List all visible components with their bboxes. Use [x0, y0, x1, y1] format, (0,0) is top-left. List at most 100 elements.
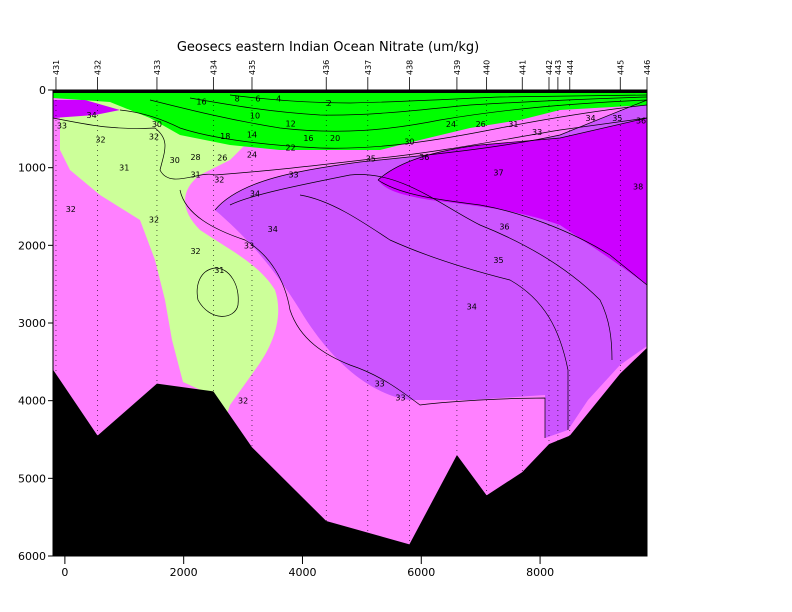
- contour-label: 10: [250, 112, 260, 121]
- y-tick-label: 2000: [18, 239, 46, 252]
- station-label: 435: [248, 60, 257, 75]
- x-tick-label: 6000: [407, 566, 435, 579]
- contour-label: 30: [170, 156, 180, 165]
- contour-label: 16: [196, 98, 206, 107]
- station-label: 439: [453, 60, 462, 75]
- contour-label: 35: [612, 114, 622, 123]
- contour-label: 31: [190, 171, 200, 180]
- station-labels: 431 432 433 434 435 436 437 438 439 440 441 442 443 4…: [52, 60, 652, 75]
- contour-label: 33: [57, 122, 67, 131]
- station-label: 440: [483, 60, 492, 75]
- contour-label: 31: [119, 164, 129, 173]
- contour-label: 36: [419, 153, 429, 162]
- contour-label: 34: [467, 303, 477, 312]
- contour-line: [299, 194, 569, 430]
- station-label: 444: [566, 60, 575, 75]
- station-markers: [55, 100, 648, 545]
- station-label: 446: [643, 60, 652, 75]
- contour-line: [179, 189, 546, 438]
- contour-line: [377, 117, 648, 181]
- station-label: 441: [518, 60, 527, 75]
- contour-label: 32: [95, 136, 105, 145]
- x-axis: 0 2000 4000 6000 8000: [53, 555, 647, 579]
- station-label: 438: [405, 60, 414, 75]
- contour-label: 32: [238, 397, 248, 406]
- contour-label: 32: [149, 216, 159, 225]
- contour-lines: [52, 94, 648, 438]
- contour-label: 31: [214, 266, 224, 275]
- contour-label: 30: [404, 137, 414, 146]
- contour-line: [229, 174, 613, 361]
- contour-line: [119, 104, 648, 149]
- contour-label: 4: [276, 95, 281, 104]
- y-axis: 0 1000 2000 3000 4000 5000 6000: [18, 84, 53, 563]
- contour-label: 28: [190, 153, 200, 162]
- contour-label: 33: [532, 128, 542, 137]
- station-label: 433: [153, 60, 162, 75]
- contour-label: 36: [636, 116, 646, 125]
- contour-label: 31: [508, 120, 518, 129]
- contour-label: 18: [220, 132, 230, 141]
- contour-label: 35: [366, 154, 376, 163]
- contour-label: 34: [585, 114, 595, 123]
- contour-line: [149, 99, 648, 132]
- station-label: 432: [94, 60, 103, 75]
- contour-label: 32: [149, 133, 159, 142]
- contour-label: 12: [286, 119, 296, 128]
- station-ticks: [55, 77, 648, 90]
- station-label: 436: [322, 60, 331, 75]
- nitrate-band-below-30: [53, 90, 647, 150]
- contour-label: 32: [214, 175, 224, 184]
- station-label: 431: [52, 60, 61, 75]
- y-tick-label: 4000: [18, 395, 46, 408]
- y-tick-label: 0: [39, 84, 46, 97]
- seafloor-bathymetry: [53, 347, 647, 556]
- surface-mixed-layer: [53, 90, 647, 93]
- y-tick-label: 6000: [18, 550, 46, 563]
- contour-label: 16: [303, 134, 313, 143]
- station-label: 443: [554, 60, 563, 75]
- contour-label: 32: [66, 205, 76, 214]
- contour-label: 14: [247, 130, 257, 139]
- contour-label: 26: [476, 120, 486, 129]
- nitrate-band-30-32: [60, 100, 279, 420]
- contour-label: 6: [255, 95, 260, 104]
- contour-label: 33: [395, 394, 405, 403]
- station-label: 442: [545, 60, 554, 75]
- contour-label: 35: [493, 256, 503, 265]
- station-label: 445: [616, 60, 625, 75]
- y-tick-label: 1000: [18, 162, 46, 175]
- contour-label: 26: [217, 154, 227, 163]
- x-tick-label: 4000: [288, 566, 316, 579]
- contour-label: 34: [268, 225, 278, 234]
- contour-label: 20: [330, 134, 340, 143]
- contour-line: [189, 96, 648, 116]
- contour-label: 22: [286, 143, 296, 152]
- contour-label: 32: [190, 247, 200, 256]
- contour-label: 24: [446, 120, 456, 129]
- contour-label: 8: [235, 95, 240, 104]
- contour-label: 37: [493, 168, 503, 177]
- y-tick-label: 5000: [18, 472, 46, 485]
- contour-label: 33: [244, 241, 254, 250]
- chart-title: Geosecs eastern Indian Ocean Nitrate (um…: [177, 40, 479, 55]
- y-tick-label: 3000: [18, 317, 46, 330]
- station-label: 437: [364, 60, 373, 75]
- nitrate-band-above-36: [378, 118, 647, 285]
- contour-label: 2: [327, 99, 332, 108]
- contour-label: 34: [250, 189, 260, 198]
- station-label: 434: [209, 60, 218, 75]
- contour-line: [229, 94, 648, 104]
- x-tick-label: 0: [61, 566, 68, 579]
- contour-label: 38: [633, 182, 643, 191]
- contour-label: 33: [375, 380, 385, 389]
- contour-line: [377, 179, 648, 286]
- x-tick-label: 2000: [170, 566, 198, 579]
- contour-line: [52, 117, 648, 180]
- contour-label: 36: [499, 223, 509, 232]
- contour-label: 34: [87, 111, 97, 120]
- contour-label: 24: [247, 150, 257, 159]
- contour-label: 30: [152, 120, 162, 129]
